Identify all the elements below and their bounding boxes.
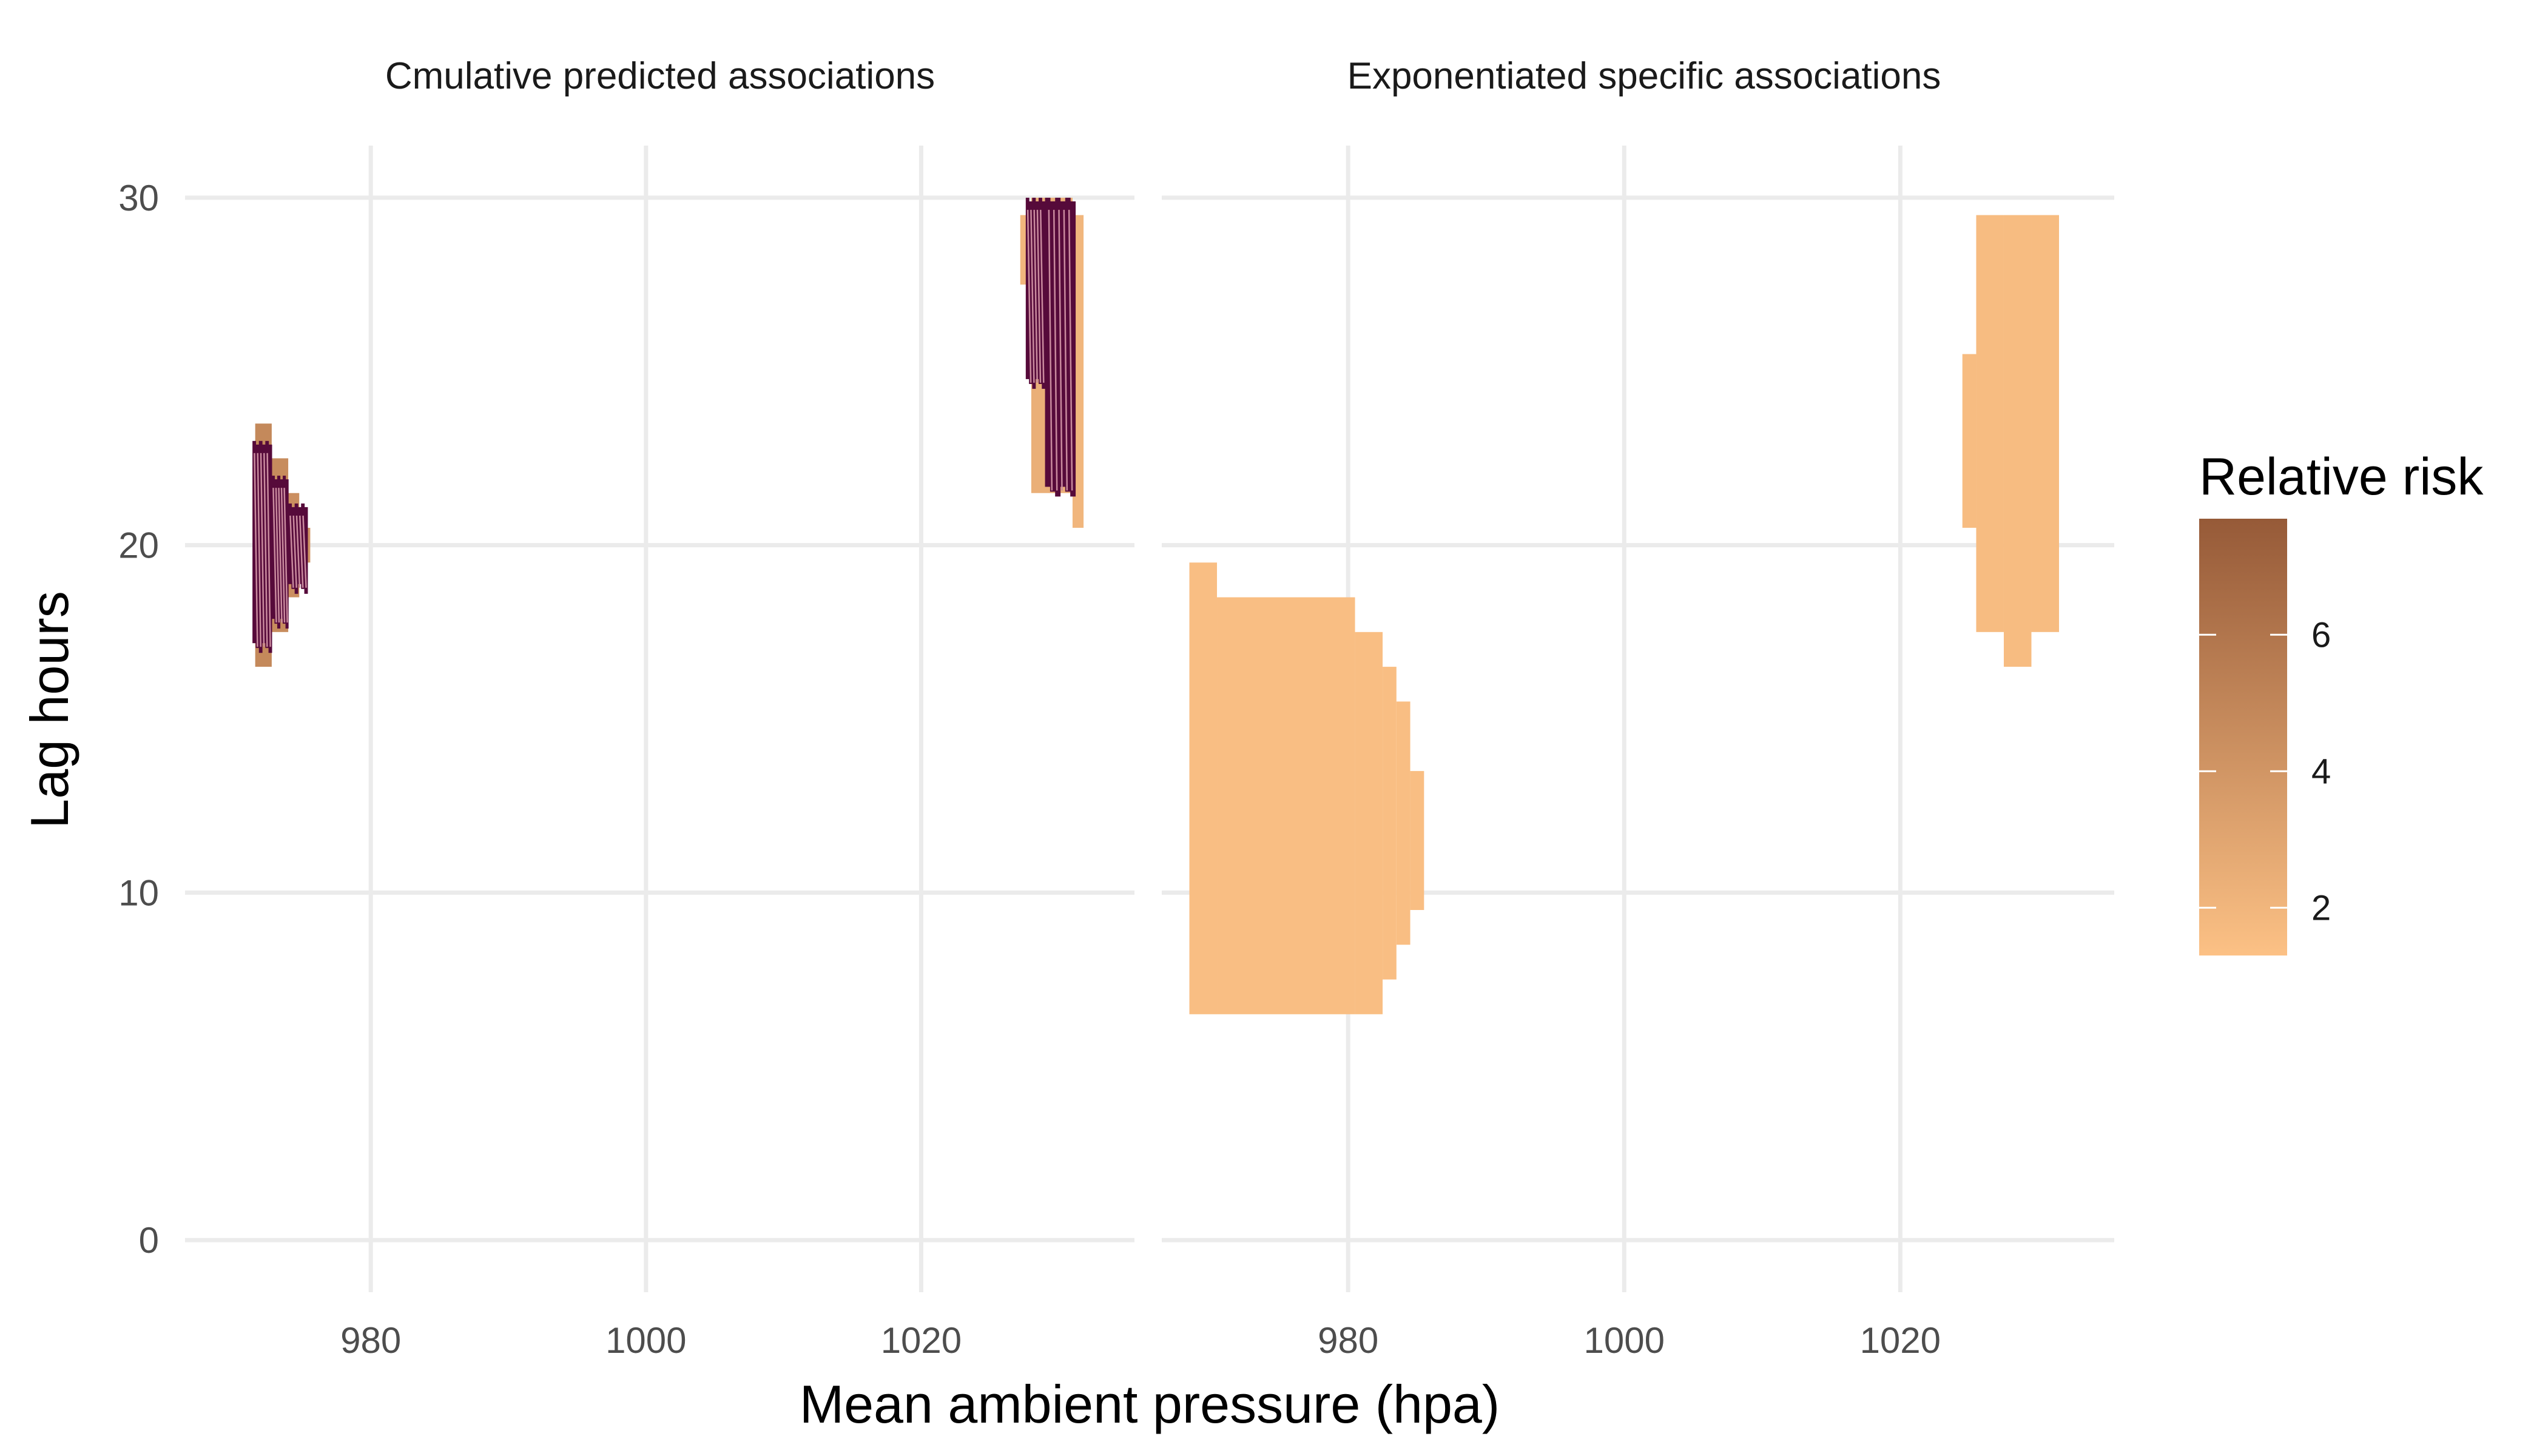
significant-cell-edge xyxy=(278,488,283,623)
significant-cell-edge xyxy=(266,453,271,647)
panel-specific: Exponentiated specific associations 980 1… xyxy=(1162,55,2114,1361)
significant-cell-edge xyxy=(1033,209,1038,383)
x-axis-title: Mean ambient pressure (hpa) xyxy=(800,1374,1500,1434)
y-tick-label: 20 xyxy=(118,525,159,566)
significant-cell-edge xyxy=(302,515,307,588)
significant-cell xyxy=(268,444,272,653)
y-ticks: 0 10 20 30 xyxy=(118,178,159,1261)
significant-cell-edge xyxy=(299,515,304,588)
significant-cell xyxy=(301,503,305,589)
significant-cell xyxy=(1055,197,1061,497)
significant-cell-edge xyxy=(283,488,288,623)
y-tick-label: 30 xyxy=(118,178,159,218)
legend: Relative risk 2 4 6 xyxy=(2199,448,2484,956)
significant-cell-edge xyxy=(1068,209,1073,491)
cells-cumulative xyxy=(255,197,1084,667)
significant-cell-edge xyxy=(1030,209,1035,383)
significant-cell-edge xyxy=(1053,209,1058,491)
significant-cell xyxy=(1060,201,1066,487)
significant-cell xyxy=(271,476,275,619)
significant-cell xyxy=(294,503,298,594)
heatmap-cell xyxy=(2031,215,2059,632)
x-tick-label: 980 xyxy=(1318,1320,1378,1361)
significant-cells-cumulative xyxy=(252,197,1076,653)
gridlines-cumulative xyxy=(185,146,1134,1292)
significant-cell-edge xyxy=(1063,209,1068,491)
significant-cell xyxy=(1038,197,1042,384)
significant-cell xyxy=(1042,201,1046,389)
significant-cell xyxy=(258,440,263,653)
significant-cell xyxy=(291,507,295,589)
x-tick-label: 980 xyxy=(340,1320,401,1361)
significant-cell-edge xyxy=(295,515,301,588)
significant-cell-edge xyxy=(1040,209,1045,383)
x-tick-label: 1000 xyxy=(605,1320,686,1361)
legend-tick-label: 4 xyxy=(2311,752,2331,791)
heatmap-cell xyxy=(1410,770,1424,910)
significant-cell xyxy=(1032,197,1036,389)
significant-cell xyxy=(283,476,286,624)
significant-cell-edge xyxy=(292,515,297,588)
y-tick-label: 0 xyxy=(139,1220,159,1261)
legend-colorbar xyxy=(2199,519,2287,956)
significant-cell-edge xyxy=(272,488,277,623)
cells-specific xyxy=(1189,215,2059,1014)
significant-cell xyxy=(288,503,292,584)
heatmap-cell xyxy=(1189,562,1218,1014)
significant-cell xyxy=(255,444,260,649)
heatmap-cell xyxy=(1976,215,2004,632)
significant-cell xyxy=(1045,197,1051,487)
significant-cell-edge xyxy=(275,488,280,623)
panel-cumulative: Cmulative predicted associations 980 1000… xyxy=(118,55,1134,1361)
significant-cell xyxy=(1035,201,1039,379)
significant-cell xyxy=(265,440,269,649)
heatmap-cell xyxy=(1355,632,1383,1014)
x-tick-label: 1020 xyxy=(1860,1320,1941,1361)
significant-cell xyxy=(1050,201,1056,492)
significant-cell xyxy=(304,507,308,594)
heatmap-cell xyxy=(1962,354,1977,528)
significant-cell xyxy=(1029,201,1033,384)
significant-cell-edge xyxy=(1026,209,1032,383)
significant-cell-edge xyxy=(1036,209,1042,383)
significant-cell-edge xyxy=(1048,209,1053,491)
significant-cell xyxy=(1070,201,1076,497)
significant-cell-edge xyxy=(280,488,286,623)
panel-title-specific: Exponentiated specific associations xyxy=(1347,55,1941,97)
legend-title: Relative risk xyxy=(2199,448,2484,506)
x-tick-label: 1020 xyxy=(881,1320,962,1361)
x-tick-label: 1000 xyxy=(1584,1320,1665,1361)
y-axis-title: Lag hours xyxy=(19,591,79,828)
heatmap-cell xyxy=(1217,597,1355,1014)
significant-cell xyxy=(280,479,283,619)
heatmap-cell xyxy=(2003,215,2032,667)
legend-ticks: 2 4 6 xyxy=(2199,615,2331,928)
significant-cell-edge xyxy=(1058,209,1063,491)
y-tick-label: 10 xyxy=(118,872,159,913)
significant-cell-edge xyxy=(254,453,258,647)
significant-cell-edge xyxy=(263,453,268,647)
heatmap-cell xyxy=(1396,701,1410,945)
legend-tick-label: 2 xyxy=(2311,888,2331,928)
significant-cell xyxy=(285,479,289,629)
significant-cell xyxy=(277,476,281,629)
panel-title-cumulative: Cmulative predicted associations xyxy=(385,55,935,97)
significant-cell xyxy=(274,479,278,624)
x-ticks-cumulative: 980 1000 1020 xyxy=(340,1320,962,1361)
x-ticks-specific: 980 1000 1020 xyxy=(1318,1320,1941,1361)
legend-tick-label: 6 xyxy=(2311,615,2331,655)
significant-cell-edge xyxy=(257,453,261,647)
heatmap-cell xyxy=(1383,667,1397,980)
significant-cell-edge xyxy=(260,453,265,647)
significant-cell xyxy=(252,440,257,644)
significant-cell xyxy=(297,507,302,584)
significant-cell xyxy=(1025,197,1030,379)
significant-cell xyxy=(262,444,266,644)
significant-cell xyxy=(1065,197,1071,492)
significant-cell-edge xyxy=(289,515,294,588)
